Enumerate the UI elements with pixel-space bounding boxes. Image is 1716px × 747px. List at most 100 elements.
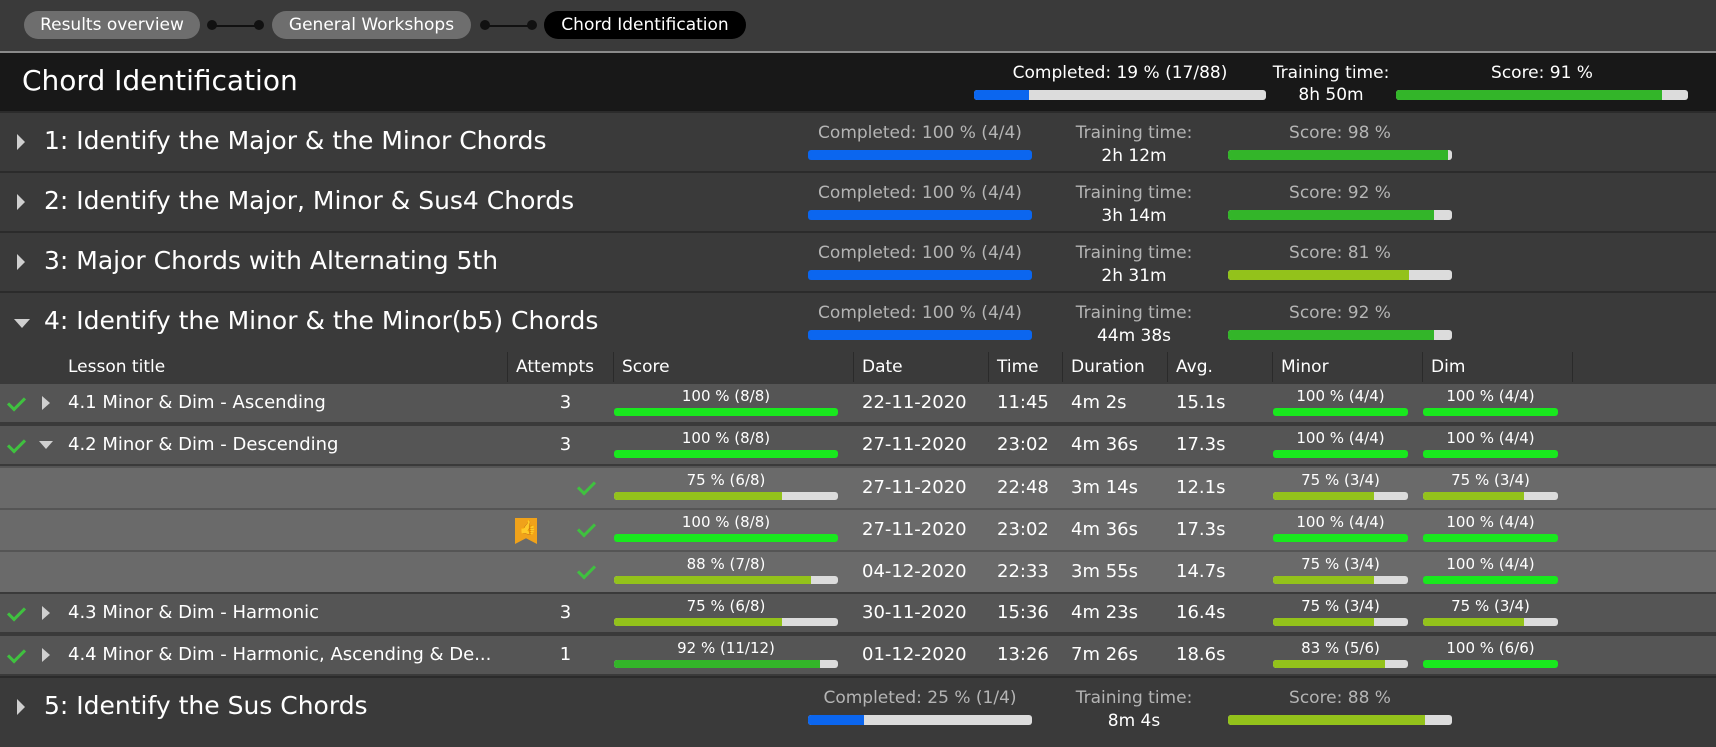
lesson-score-fill <box>614 450 838 458</box>
column-header-lesson-title[interactable]: Lesson title <box>60 352 508 382</box>
section-score-bar <box>1228 270 1452 280</box>
section-training-value: 2h 12m <box>1101 146 1167 166</box>
breadcrumb-dot <box>254 20 264 30</box>
breadcrumb-results-overview[interactable]: Results overview <box>24 11 200 39</box>
lesson-minor-label: 100 % (4/4) <box>1296 387 1385 405</box>
lesson-dim-label: 75 % (3/4) <box>1451 597 1530 615</box>
attempt-row[interactable]: 👍 100 % (8/8) 27-11-2020 23:02 4m 36s 17… <box>0 508 1716 550</box>
lesson-table-header: Lesson title Attempts Score Date Time Du… <box>0 352 1716 407</box>
section-training-label: Training time: <box>1075 688 1193 708</box>
breadcrumb-chord-identification[interactable]: Chord Identification <box>544 11 746 39</box>
lesson-dim-bar <box>1423 408 1558 416</box>
checkmark-icon <box>576 476 597 496</box>
attempt-minor-label: 75 % (3/4) <box>1301 555 1380 573</box>
section-title: 5: Identify the Sus Chords <box>44 691 368 720</box>
lesson-date: 30-11-2020 <box>862 602 967 623</box>
breadcrumb-general-workshops[interactable]: General Workshops <box>272 11 471 39</box>
attempt-avg-answer: 12.1s <box>1176 477 1226 498</box>
chevron-down-icon[interactable] <box>14 319 30 328</box>
lesson-dim-label: 100 % (6/6) <box>1446 639 1535 657</box>
lesson-title: 4.1 Minor & Dim - Ascending <box>68 392 326 413</box>
attempt-minor-label: 75 % (3/4) <box>1301 471 1380 489</box>
column-header-time[interactable]: Time <box>989 352 1063 382</box>
lesson-minor-bar <box>1273 450 1408 458</box>
lesson-row-4-3[interactable]: 4.3 Minor & Dim - Harmonic 3 75 % (6/8) … <box>0 592 1716 632</box>
lesson-row-4-2[interactable]: 4.2 Minor & Dim - Descending 3 100 % (8/… <box>0 424 1716 464</box>
attempt-minor-fill <box>1273 492 1375 500</box>
lesson-minor-fill <box>1273 450 1408 458</box>
lesson-attempts: 3 <box>559 602 572 623</box>
section-1[interactable]: 1: Identify the Major & the Minor Chords… <box>0 111 1716 171</box>
section-training-label: Training time: <box>1075 303 1193 323</box>
section-completed-fill <box>808 715 864 725</box>
chevron-right-icon[interactable] <box>42 606 50 620</box>
attempt-avg-answer: 17.3s <box>1176 519 1226 540</box>
column-header-score[interactable]: Score <box>614 352 854 382</box>
attempt-score-fill <box>614 534 838 542</box>
section-completed-fill <box>808 210 1032 220</box>
lesson-score-label: 100 % (8/8) <box>681 387 771 405</box>
attempt-date: 04-12-2020 <box>862 561 967 582</box>
section-score-label: Score: 92 % <box>1289 303 1391 323</box>
section-score-fill <box>1228 270 1410 280</box>
chevron-down-icon[interactable] <box>39 441 53 449</box>
lesson-duration: 4m 23s <box>1071 602 1138 623</box>
lesson-time: 11:45 <box>997 392 1049 413</box>
checkmark-icon <box>6 602 27 622</box>
chevron-right-icon[interactable] <box>17 194 25 210</box>
attempt-dim-fill <box>1423 534 1558 542</box>
lesson-time: 13:26 <box>997 644 1049 665</box>
checkmark-icon <box>6 644 27 664</box>
attempt-duration: 3m 55s <box>1071 561 1138 582</box>
attempt-row[interactable]: 88 % (7/8) 04-12-2020 22:33 3m 55s 14.7s… <box>0 550 1716 592</box>
lesson-score-label: 75 % (6/8) <box>686 597 766 615</box>
lesson-minor-fill <box>1273 618 1375 626</box>
column-header-minor[interactable]: Minor <box>1273 352 1423 382</box>
header-completed-label: Completed: 19 % (17/88) <box>1012 63 1228 83</box>
chevron-right-icon[interactable] <box>17 134 25 150</box>
attempt-dim-bar <box>1423 492 1558 500</box>
section-completed-fill <box>808 150 1032 160</box>
section-score-bar <box>1228 150 1452 160</box>
lesson-date: 27-11-2020 <box>862 434 967 455</box>
attempt-row[interactable]: 75 % (6/8) 27-11-2020 22:48 3m 14s 12.1s… <box>0 466 1716 508</box>
chevron-right-icon[interactable] <box>17 254 25 270</box>
attempt-dim-bar <box>1423 576 1558 584</box>
section-3[interactable]: 3: Major Chords with Alternating 5th Com… <box>0 231 1716 291</box>
lesson-dim-bar <box>1423 450 1558 458</box>
lesson-row-4-4[interactable]: 4.4 Minor & Dim - Harmonic, Ascending & … <box>0 634 1716 674</box>
column-header-avg-answer[interactable]: Avg. answ... <box>1168 352 1273 407</box>
lesson-score-bar <box>614 450 838 458</box>
section-completed-bar <box>808 330 1032 340</box>
lesson-attempts: 3 <box>559 392 572 413</box>
chevron-right-icon[interactable] <box>42 396 50 410</box>
lesson-time: 15:36 <box>997 602 1049 623</box>
section-2[interactable]: 2: Identify the Major, Minor & Sus4 Chor… <box>0 171 1716 231</box>
chevron-right-icon[interactable] <box>42 648 50 662</box>
checkmark-icon <box>6 392 27 412</box>
column-header-date[interactable]: Date <box>854 352 989 382</box>
section-completed-label: Completed: 100 % (4/4) <box>818 243 1022 263</box>
column-header-duration[interactable]: Duration <box>1063 352 1168 382</box>
section-score-fill <box>1228 715 1426 725</box>
lesson-date: 22-11-2020 <box>862 392 967 413</box>
column-header-attempts[interactable]: Attempts <box>508 352 614 382</box>
section-score-fill <box>1228 210 1435 220</box>
section-score-label: Score: 81 % <box>1289 243 1391 263</box>
section-score-bar <box>1228 330 1452 340</box>
lesson-row-4-1[interactable]: 4.1 Minor & Dim - Ascending 3 100 % (8/8… <box>0 382 1716 422</box>
divider <box>0 51 1716 53</box>
lesson-minor-bar <box>1273 618 1408 626</box>
section-score-label: Score: 98 % <box>1289 123 1391 143</box>
page-title: Chord Identification <box>22 64 298 97</box>
column-header-dim[interactable]: Dim <box>1423 352 1573 382</box>
section-5[interactable]: 5: Identify the Sus Chords Completed: 25… <box>0 676 1716 747</box>
section-completed-label: Completed: 25 % (1/4) <box>823 688 1017 708</box>
lesson-dim-fill <box>1423 450 1558 458</box>
lesson-avg-answer: 17.3s <box>1176 434 1226 455</box>
page-header <box>0 53 1716 111</box>
attempt-minor-label: 100 % (4/4) <box>1296 513 1385 531</box>
attempt-dim-label: 75 % (3/4) <box>1451 471 1530 489</box>
section-4[interactable]: 4: Identify the Minor & the Minor(b5) Ch… <box>0 291 1716 351</box>
chevron-right-icon[interactable] <box>17 699 25 715</box>
